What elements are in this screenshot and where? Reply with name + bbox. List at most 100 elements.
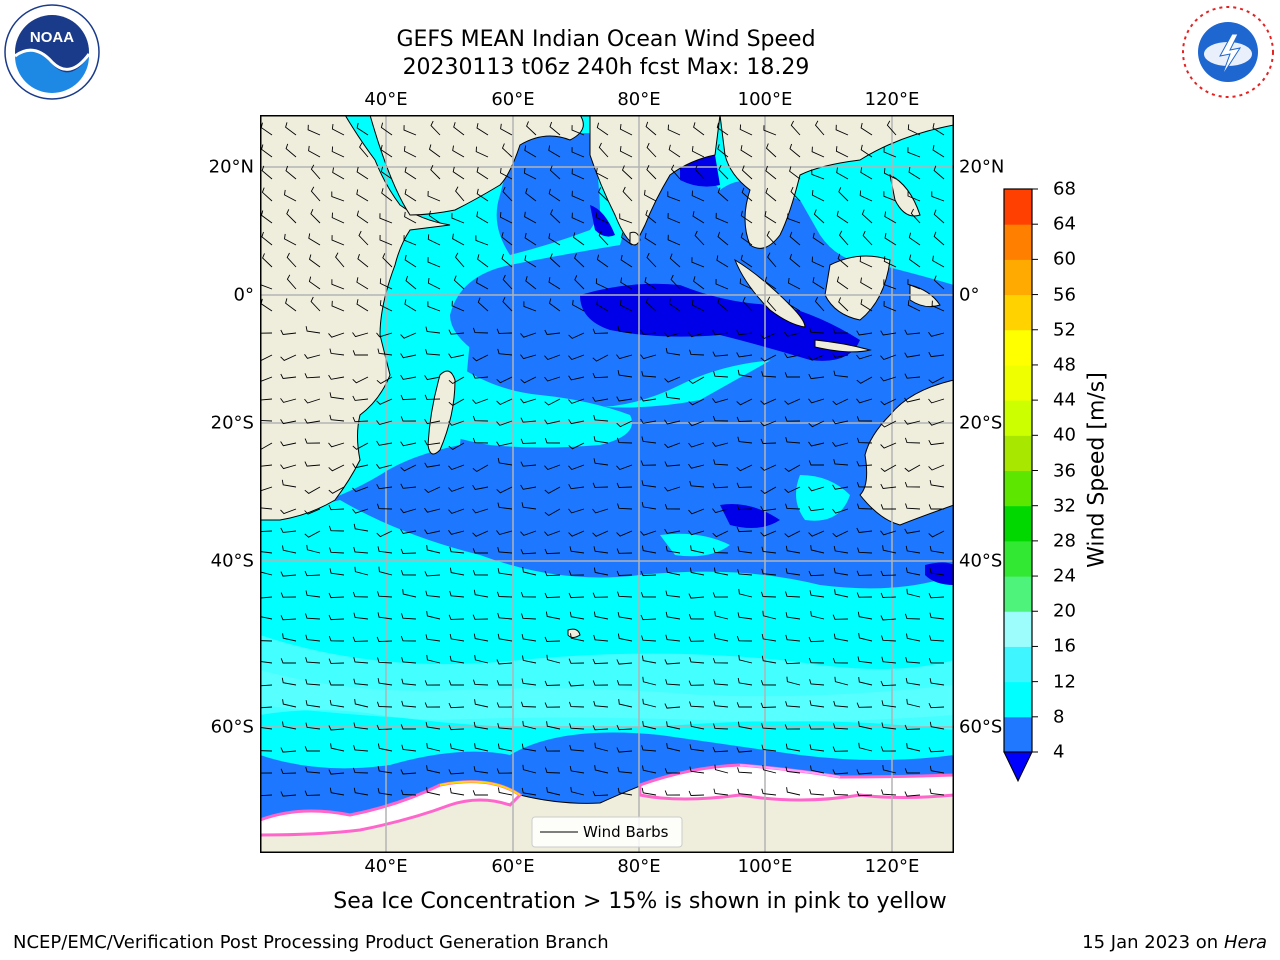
wind-barb [931,300,945,312]
wind-barb [569,723,585,730]
wind-barb [764,276,777,290]
calm-patch [580,283,860,361]
wind-barb [497,743,513,752]
wind-barb [642,765,657,774]
wind-barb [641,370,657,378]
wind-barb [448,680,464,686]
wind-barb [832,746,849,752]
wind-barb [377,788,393,796]
wind-barb [670,164,681,180]
colorbar-tick-label: 48 [1053,354,1076,376]
colorbar-tick-label: 40 [1053,424,1076,446]
wind-barb [424,440,441,446]
wind-barb [813,209,825,224]
wind-barb [737,369,753,378]
wind-barb [928,593,945,599]
wind-barb [664,442,681,449]
colorbar-segment [1004,681,1032,718]
wind-barb [451,300,465,312]
wind-barb [356,122,369,136]
wind-barb [856,354,873,360]
wind-barb [713,723,729,730]
wind-barb [328,332,345,338]
wind-barb [858,632,873,642]
wind-barb [472,614,489,620]
wind-barb [328,464,345,472]
wind-barb [282,545,297,554]
wind-barb [474,654,489,664]
wind-barb [880,615,897,621]
wind-barb [305,700,321,708]
wind-barb [932,255,945,268]
wind-barb [929,480,945,488]
wind-barb [473,589,489,598]
wind-barb [352,591,369,598]
wind-barb [473,766,489,774]
wind-barb [833,723,849,730]
wind-barb [357,253,369,268]
wind-barb [764,211,777,224]
wind-band-8-12 [660,533,730,557]
wind-barb [645,297,657,312]
wind-barb [352,636,369,642]
wind-barb [568,701,585,708]
wind-barb [739,278,753,290]
wind-barb [356,189,369,202]
wind-barb [449,655,465,664]
lat-tick-left: 40°S [210,550,254,572]
wind-barb [500,167,513,180]
wind-barb [525,188,537,202]
wind-barb [472,437,489,444]
wind-barb [280,615,297,621]
wind-barb [280,571,297,577]
wind-barb [692,211,705,224]
wind-barb [717,231,729,246]
wind-barb [307,124,321,136]
wind-barb [595,212,609,224]
wind-barb [808,506,825,512]
wind-barb [664,376,681,383]
wind-barb [282,633,297,642]
wind-barb [860,167,873,180]
wind-barb [714,633,729,642]
wind-barb [884,211,897,224]
wind-barb [856,769,873,775]
wind-barb [858,721,873,730]
noaa-logo: NOAA [4,4,100,100]
wind-barb [640,570,657,577]
wind-barb [642,676,657,686]
wind-barb [834,676,849,686]
wind-barb [497,457,513,466]
wind-barb [812,232,825,246]
wind-barb [427,278,441,290]
wind-barb [544,329,561,335]
wind-barb [761,723,777,730]
wind-barb [881,656,897,664]
wind-barb [425,634,441,642]
wind-barb [352,463,369,469]
wind-barb [712,351,729,357]
wind-barb [664,528,681,534]
wind-barb [260,279,273,290]
wind-barb [454,252,465,268]
colorbar [1003,188,1038,783]
wind-barb [376,484,393,490]
wind-barb [352,395,369,401]
wind-barb [808,398,825,404]
wind-barb [472,530,489,537]
wind-barb [544,508,561,517]
wind-barb [858,742,873,752]
wind-barb [929,545,945,554]
wind-barb [524,211,537,224]
wind-barb [688,508,705,515]
wind-barb [286,252,297,268]
wind-barb [377,657,393,664]
wind-barb [285,143,297,158]
wind-barb [693,276,705,290]
wind-barb [448,702,465,709]
wind-barb [280,508,297,515]
wind-barb [736,702,752,708]
wind-barb [260,640,273,642]
wind-barb [521,743,537,752]
wind-barb [496,530,513,536]
